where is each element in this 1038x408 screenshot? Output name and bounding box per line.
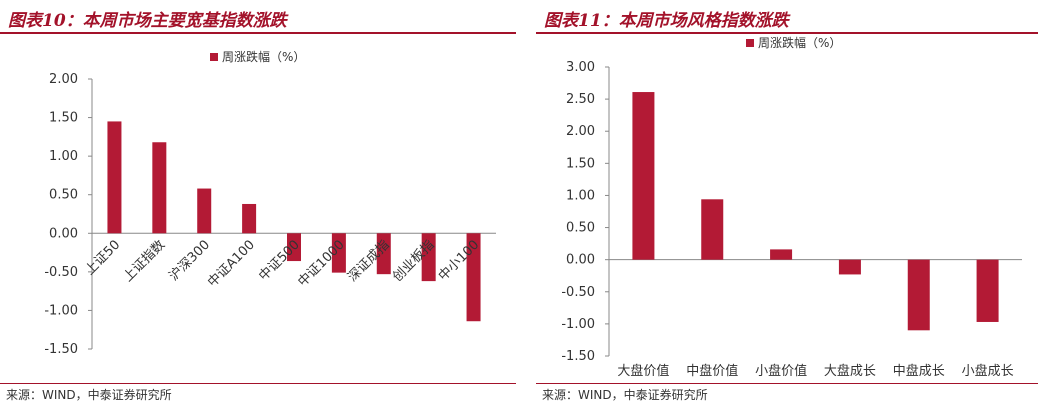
chart-panel-broad-index: 图表10：本周市场主要宽基指数涨跌 周涨跌幅（%） 2.00 1.50 1.00 0.5…	[0, 0, 516, 408]
y-tick-label: -1.50	[44, 342, 78, 357]
bar	[976, 259, 999, 322]
bar	[376, 233, 391, 275]
x-tick-label: 中盘价值	[686, 363, 738, 379]
x-tick-label: 中盘成长	[893, 363, 945, 379]
y-tick-label: 1.50	[49, 111, 78, 126]
source-rule	[0, 383, 516, 384]
bar	[107, 121, 122, 234]
chart-title: 图表11：本周市场风格指数涨跌	[544, 11, 789, 31]
y-tick-label: 2.00	[566, 124, 595, 139]
title-rule	[536, 32, 1038, 34]
source-rule	[536, 383, 1038, 384]
y-tick-label: 0.50	[566, 221, 595, 236]
source-note: 来源：WIND，中泰证券研究所	[6, 388, 172, 402]
y-tick-label: -0.50	[44, 265, 78, 280]
y-tick-label: 1.00	[49, 149, 78, 164]
x-tick-label: 大盘价值	[617, 363, 669, 379]
legend: 周涨跌幅（%）	[746, 36, 841, 50]
legend-swatch	[746, 39, 754, 47]
bar	[701, 199, 724, 260]
bar	[242, 203, 257, 234]
y-tick-label: 2.00	[49, 72, 78, 87]
y-tick-label: 0.50	[49, 188, 78, 203]
chart-title: 图表10：本周市场主要宽基指数涨跌	[8, 11, 287, 31]
bar-chart-style-index: 周涨跌幅（%） 3.00 2.50 2.00 1.50 1.00 0.50 0.00 -0.50…	[561, 36, 1022, 379]
x-tick-label: 小盘价值	[755, 363, 807, 379]
y-tick-label: 0.00	[49, 226, 78, 241]
y-tick-label: 1.00	[566, 188, 595, 203]
x-tick-label: 上证指数	[121, 238, 168, 285]
y-tick-label: -1.00	[44, 303, 78, 318]
bar	[632, 92, 655, 260]
x-tick-label: 大盘成长	[824, 363, 876, 379]
bar	[197, 188, 212, 234]
x-tick-label: 上证50	[83, 238, 124, 279]
bar	[770, 249, 793, 260]
bar	[466, 233, 481, 322]
y-tick-label: -0.50	[561, 285, 595, 300]
y-tick-label: 0.00	[566, 253, 595, 268]
y-tick-label: 1.50	[566, 156, 595, 171]
bar	[421, 233, 436, 282]
y-tick-label: 3.00	[566, 60, 595, 75]
x-tick-label: 沪深300	[166, 237, 213, 284]
legend-label: 周涨跌幅（%）	[758, 36, 841, 50]
source-note: 来源：WIND，中泰证券研究所	[542, 388, 708, 402]
x-tick-label: 中证A100	[205, 238, 258, 291]
y-tick-label: 2.50	[566, 92, 595, 107]
legend-label: 周涨跌幅（%）	[222, 49, 305, 64]
bar-chart-broad-index: 周涨跌幅（%） 2.00 1.50 1.00 0.50 0.00 -0.50 -1.00 -1.…	[44, 49, 496, 357]
y-tick-label: -1.50	[561, 349, 595, 364]
legend: 周涨跌幅（%）	[210, 49, 305, 64]
bar	[838, 259, 861, 275]
y-tick-label: -1.00	[561, 317, 595, 332]
bar	[907, 259, 930, 331]
bar	[287, 233, 301, 262]
legend-swatch	[210, 53, 218, 61]
title-rule	[0, 32, 516, 34]
chart-panel-style-index: 图表11：本周市场风格指数涨跌 周涨跌幅（%） 3.00 2.50 2.00 1.50 1…	[536, 0, 1038, 408]
bar	[152, 142, 167, 234]
x-tick-label: 小盘成长	[962, 363, 1014, 379]
bar	[331, 233, 346, 273]
